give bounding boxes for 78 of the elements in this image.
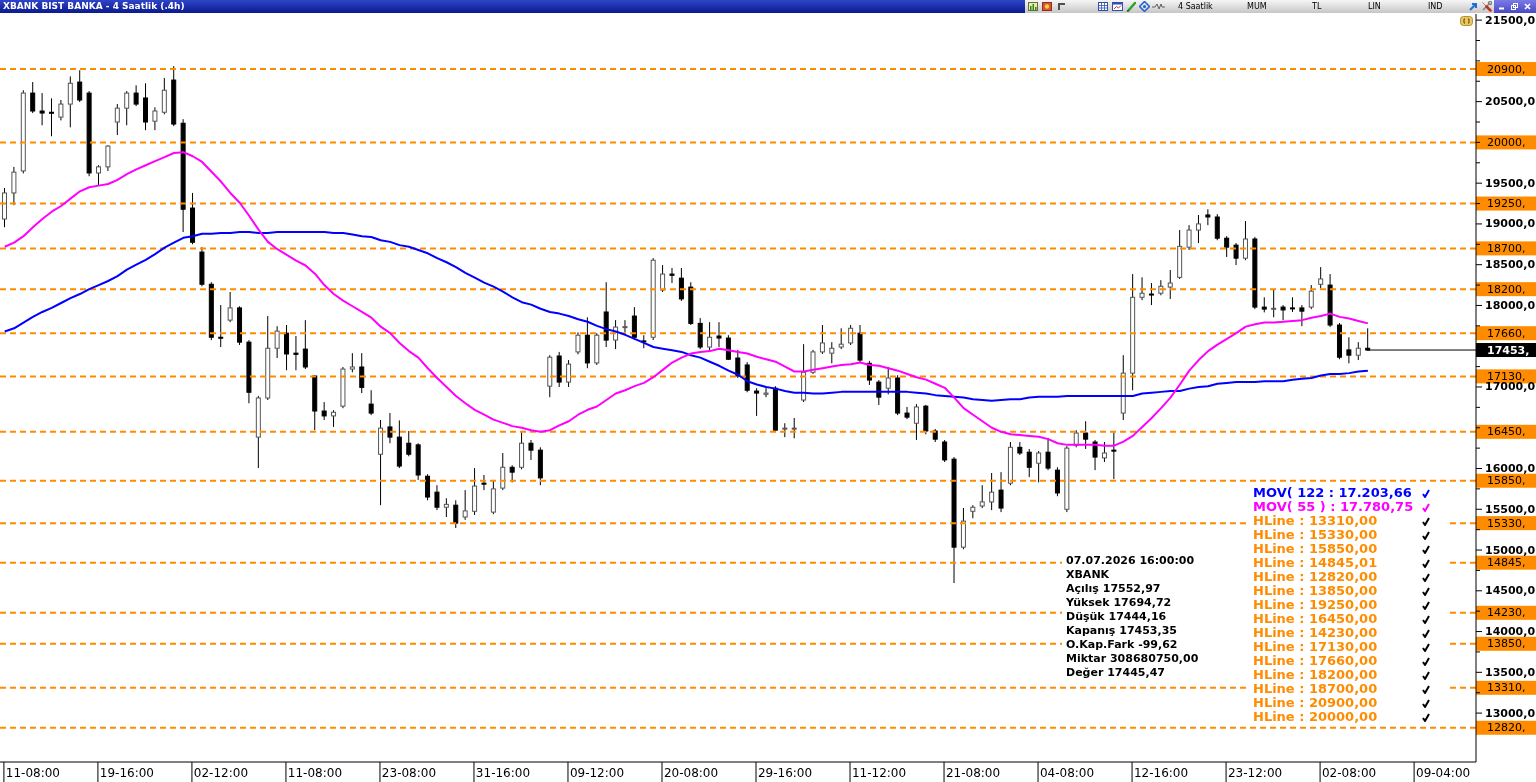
text: 4 Saatlik bbox=[1178, 1, 1213, 13]
y-tick-label: 19000,0 bbox=[1485, 217, 1536, 231]
y-tick-label: 18000,0 bbox=[1485, 298, 1536, 312]
y-tick-label: 14000,0 bbox=[1485, 625, 1536, 639]
y-tick-label: 18500,0 bbox=[1485, 258, 1536, 272]
text: IND bbox=[1428, 1, 1443, 13]
y-tick-label: 16000,0 bbox=[1485, 462, 1536, 476]
chart-title: XBANK BIST BANKA - 4 Saatlik (.4h) bbox=[3, 0, 185, 13]
annotation: Yüksek 17694,72 bbox=[1066, 596, 1172, 610]
text: LIN bbox=[1368, 1, 1381, 13]
ref-line-label: 17130, bbox=[1487, 369, 1526, 383]
annotation: HLine : 13850,00 bbox=[1253, 583, 1378, 598]
annotation: HLine : 14845,01 bbox=[1253, 555, 1378, 570]
ref-line-label: 12820, bbox=[1487, 721, 1526, 735]
ref-line-label: 18700, bbox=[1487, 241, 1526, 255]
ref-line-label: 16450, bbox=[1487, 425, 1526, 439]
annotation: Kapanış 17453,35 bbox=[1066, 624, 1177, 638]
x-tick-label: 11-12:00 bbox=[851, 766, 907, 780]
x-tick-label: 23-12:00 bbox=[1227, 766, 1283, 780]
annotation: O.Kap.Fark -99,62 bbox=[1066, 638, 1178, 652]
y-tick-label: 17000,0 bbox=[1485, 380, 1536, 394]
annotation: HLine : 14230,00 bbox=[1253, 625, 1378, 640]
x-tick-label: 12-16:00 bbox=[1133, 766, 1189, 780]
ref-line-label: 15850, bbox=[1487, 474, 1526, 488]
annotation: HLine : 15330,00 bbox=[1253, 527, 1378, 542]
x-tick-label: 23-08:00 bbox=[381, 766, 437, 780]
y-tick-label: 13000,0 bbox=[1485, 706, 1536, 720]
text: TL bbox=[1312, 1, 1322, 13]
ref-line-label: 20000, bbox=[1487, 135, 1526, 149]
x-tick-label: 09-12:00 bbox=[569, 766, 625, 780]
y-tick-label: 15000,0 bbox=[1485, 543, 1536, 557]
ref-line-label: 17453, bbox=[1487, 343, 1530, 357]
annotation: Düşük 17444,16 bbox=[1066, 610, 1167, 624]
legend-label: MOV( 55 ) : 17.780,75 bbox=[1253, 499, 1414, 514]
annotation: HLine : 18700,00 bbox=[1253, 681, 1378, 696]
annotation: Açılış 17552,97 bbox=[1066, 582, 1161, 596]
y-tick-label: 20500,0 bbox=[1485, 95, 1536, 109]
legend-label: MOV( 122 : 17.203,66 bbox=[1253, 485, 1412, 500]
y-tick-label: 14500,0 bbox=[1485, 584, 1536, 598]
annotation: Değer 17445,47 bbox=[1066, 666, 1165, 680]
annotation: HLine : 16450,00 bbox=[1253, 611, 1378, 626]
x-tick-label: 19-16:00 bbox=[99, 766, 155, 780]
ref-line-label: 18200, bbox=[1487, 282, 1526, 296]
ref-line-label: 14845, bbox=[1487, 556, 1526, 570]
ref-line-label: 13310, bbox=[1487, 681, 1526, 695]
annotation: HLine : 18200,00 bbox=[1253, 667, 1378, 682]
text: MUM bbox=[1247, 1, 1267, 13]
x-tick-label: 11-08:00 bbox=[5, 766, 60, 780]
annotation: HLine : 20900,00 bbox=[1253, 695, 1378, 710]
y-tick-label: 21500,0 bbox=[1485, 13, 1536, 27]
annotation: HLine : 13310,00 bbox=[1253, 513, 1378, 528]
y-tick-label: 15500,0 bbox=[1485, 502, 1536, 516]
x-tick-label: 21-08:00 bbox=[945, 766, 1001, 780]
y-tick-label: 13500,0 bbox=[1485, 665, 1536, 679]
x-tick-label: 11-08:00 bbox=[287, 766, 343, 780]
x-tick-label: 09-04:00 bbox=[1416, 766, 1471, 780]
y-tick-label: 19500,0 bbox=[1485, 176, 1536, 190]
annotation: HLine : 15850,00 bbox=[1253, 541, 1378, 556]
ref-line-label: 14230, bbox=[1487, 606, 1526, 620]
annotation: HLine : 12820,00 bbox=[1253, 569, 1378, 584]
ref-line-label: 20900, bbox=[1487, 62, 1526, 76]
annotation: 07.07.2026 16:00:00 bbox=[1066, 554, 1195, 568]
annotation: HLine : 20000,00 bbox=[1253, 709, 1378, 724]
annotation: HLine : 19250,00 bbox=[1253, 597, 1378, 612]
x-tick-label: 20-08:00 bbox=[663, 766, 719, 780]
x-tick-label: 29-16:00 bbox=[757, 766, 813, 780]
ref-line-label: 13850, bbox=[1487, 637, 1526, 651]
x-tick-label: 04-08:00 bbox=[1039, 766, 1095, 780]
annotation: HLine : 17660,00 bbox=[1253, 653, 1378, 668]
annotation: XBANK bbox=[1066, 568, 1110, 582]
annotation: HLine : 17130,00 bbox=[1253, 639, 1378, 654]
annotation: Miktar 308680750,00 bbox=[1066, 652, 1199, 666]
x-tick-label: 02-08:00 bbox=[1321, 766, 1377, 780]
ref-line-label: 15330, bbox=[1487, 516, 1526, 530]
x-tick-label: 31-16:00 bbox=[475, 766, 531, 780]
x-tick-label: 02-12:00 bbox=[193, 766, 249, 780]
ref-line-label: 19250, bbox=[1487, 197, 1526, 211]
ref-line-label: 17660, bbox=[1487, 326, 1526, 340]
